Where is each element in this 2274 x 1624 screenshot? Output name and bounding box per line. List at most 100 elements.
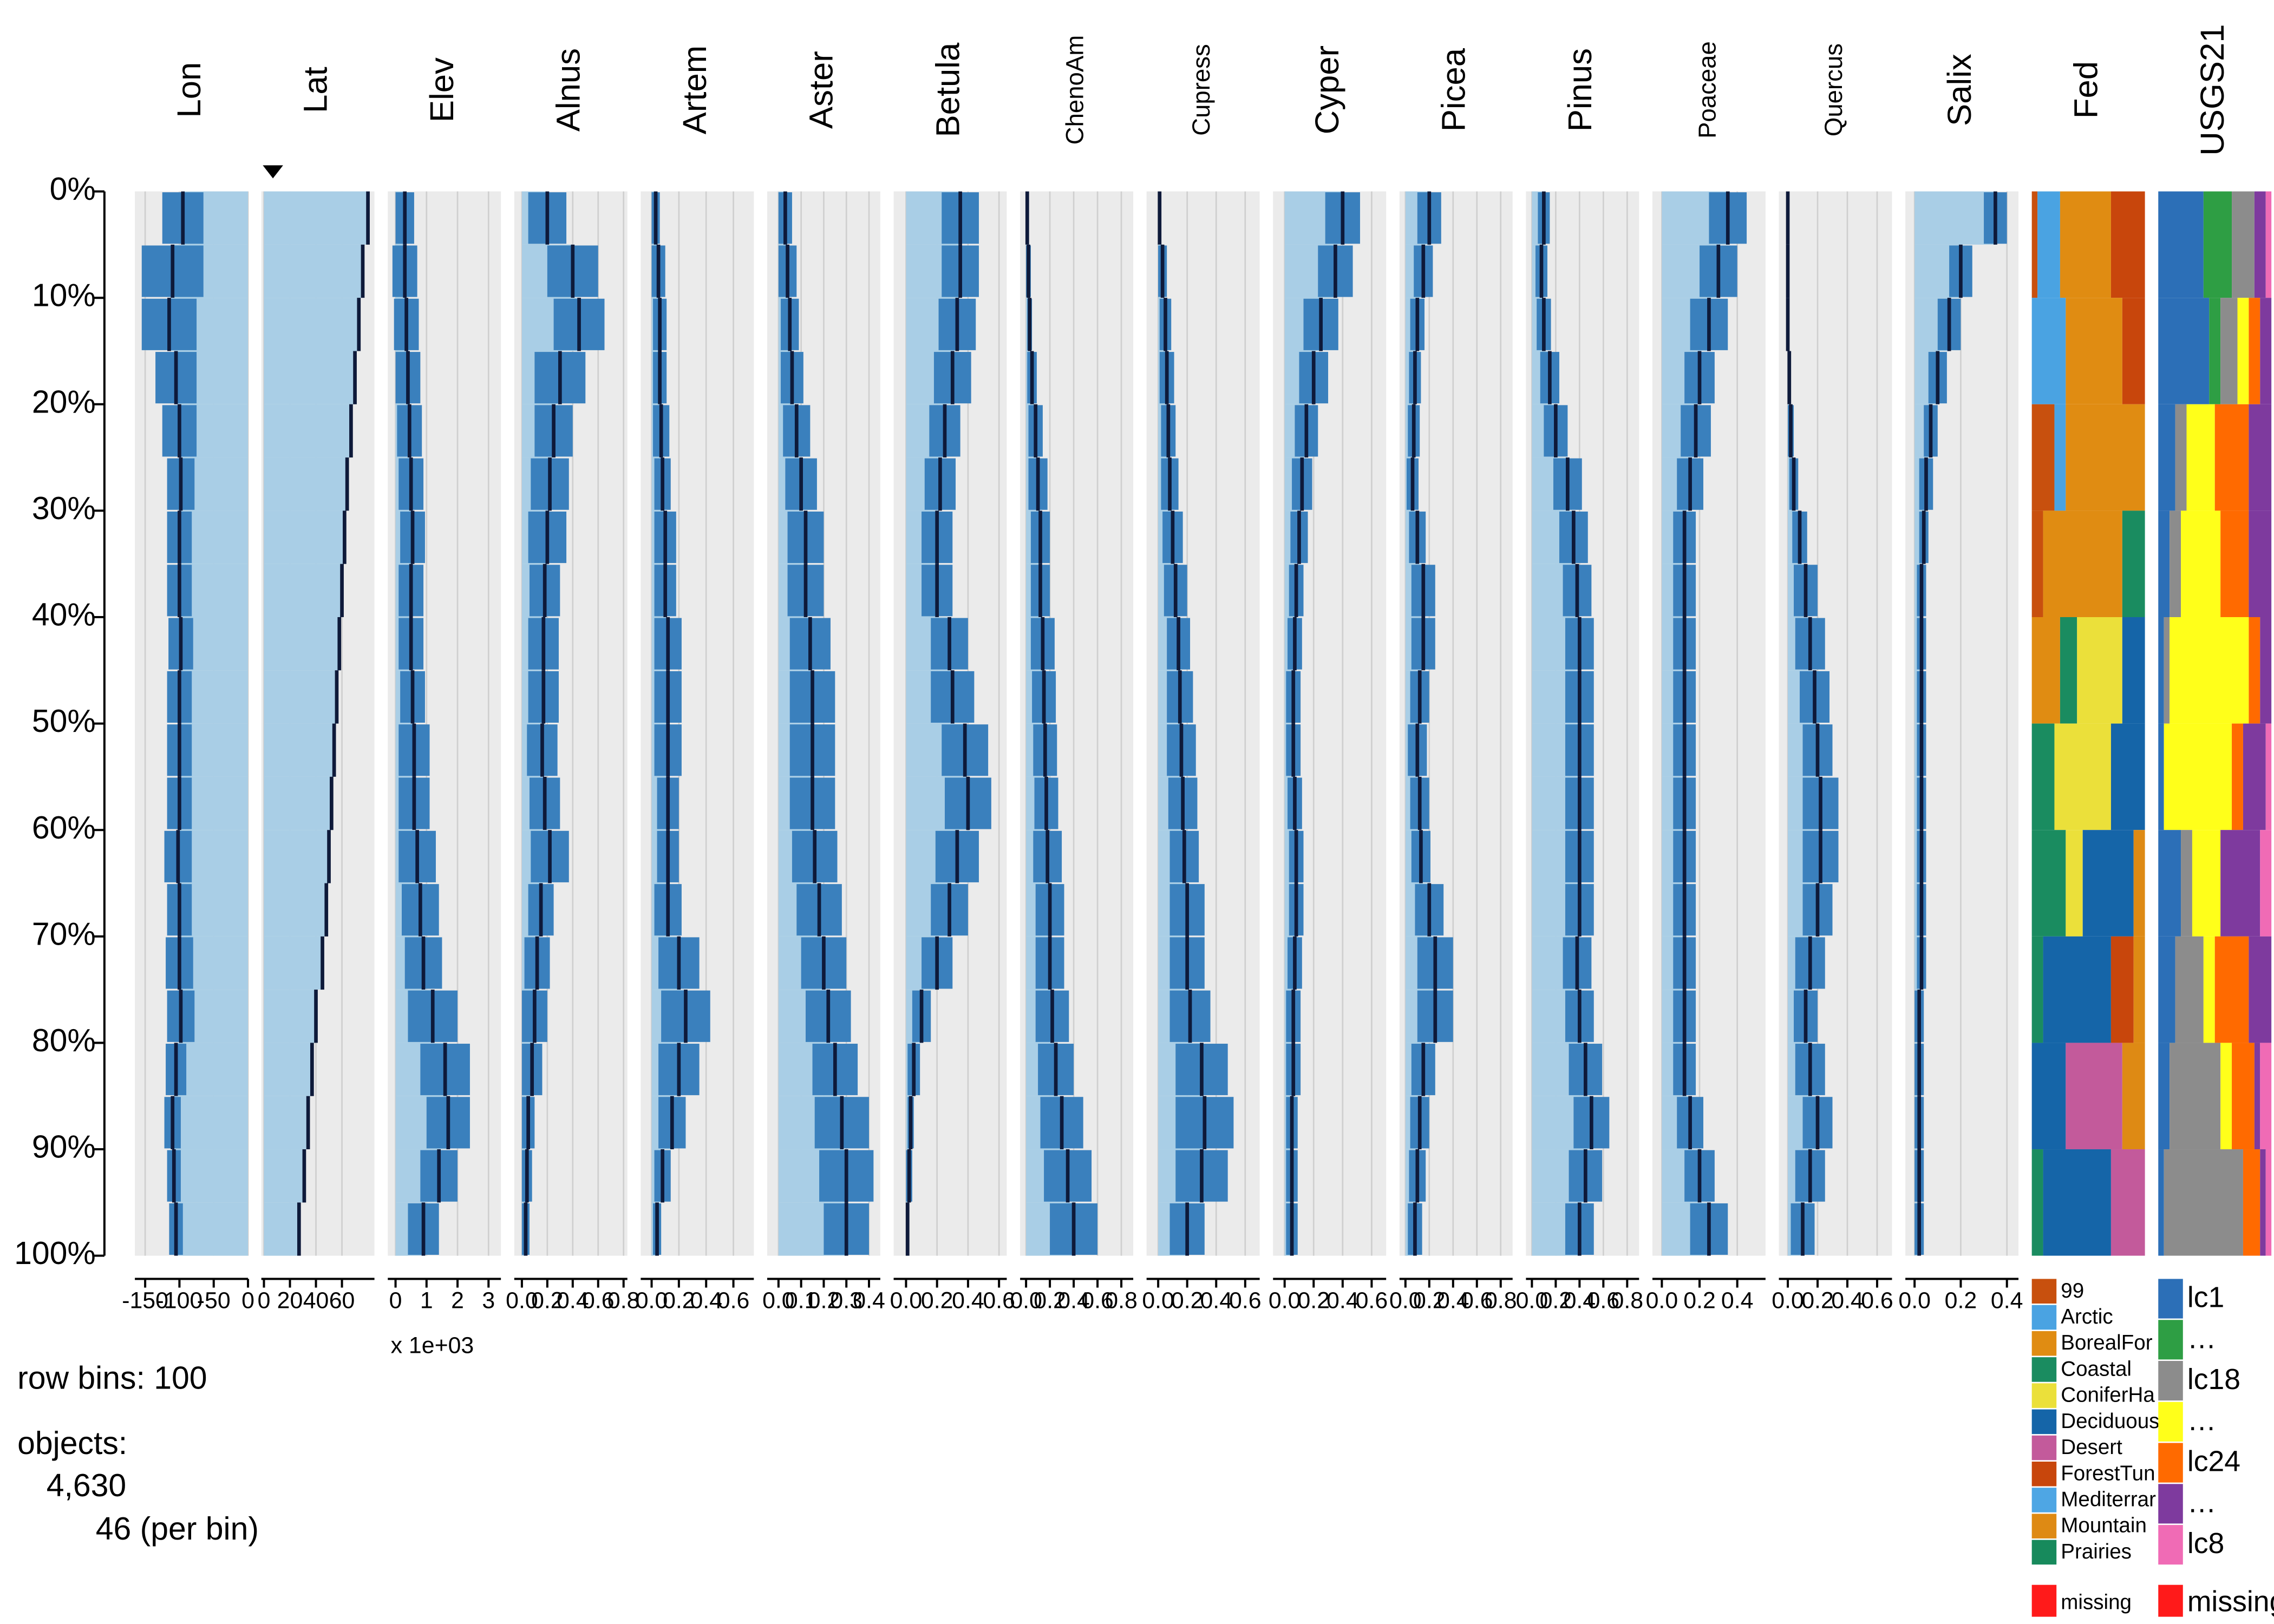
- objects-label: objects:: [17, 1426, 127, 1461]
- x-tick-label: 0.0: [636, 1288, 668, 1314]
- category-segment: [2060, 191, 2111, 298]
- legend-label: lc1: [2187, 1282, 2224, 1314]
- legend-label: 99: [2061, 1279, 2084, 1302]
- category-segment: [2260, 617, 2272, 724]
- category-segment: [2122, 617, 2145, 724]
- legend-label-missing: missing: [2187, 1586, 2274, 1618]
- legend-swatch: [2031, 1488, 2057, 1512]
- category-segment: [2232, 1043, 2255, 1150]
- legend-swatch: [2158, 1443, 2183, 1483]
- category-segment: [2170, 617, 2249, 724]
- column-header: Poaceae: [1693, 41, 1721, 139]
- mean-bar: [264, 404, 351, 458]
- x-tick-label: 0.8: [1611, 1288, 1644, 1314]
- column-header: Pinus: [1561, 48, 1599, 132]
- category-segment: [2066, 830, 2083, 937]
- category-segment: [2260, 298, 2272, 404]
- mean-bar: [264, 830, 329, 883]
- column-header: Lat: [297, 67, 334, 113]
- mean-bar: [264, 883, 326, 937]
- category-segment: [2158, 830, 2181, 937]
- x-tick-label: 0.4: [1200, 1288, 1232, 1314]
- category-segment: [2037, 191, 2060, 298]
- category-segment: [2110, 936, 2134, 1043]
- category-segment: [2066, 404, 2145, 511]
- category-segment: [2164, 1149, 2243, 1256]
- x-tick-label: 0.6: [1587, 1288, 1620, 1314]
- mean-bar: [264, 564, 342, 617]
- y-tick-label: 10%: [32, 278, 96, 313]
- x-tick-label: -150: [122, 1288, 168, 1314]
- category-segment: [2249, 617, 2260, 724]
- mean-bar: [176, 1043, 249, 1096]
- x-tick-label: 0.4: [853, 1288, 885, 1314]
- category-segment: [2170, 510, 2181, 617]
- x-tick-label: 0.2: [921, 1288, 953, 1314]
- category-segment: [2054, 723, 2111, 830]
- column-header: Aster: [803, 51, 840, 129]
- sort-indicator: [263, 165, 283, 179]
- x-tick-label: 0: [241, 1288, 254, 1314]
- category-segment: [2158, 1149, 2164, 1256]
- category-segment: [2158, 936, 2175, 1043]
- x-tick-label: 0.4: [690, 1288, 722, 1314]
- column-header: Fed: [2067, 61, 2105, 119]
- y-tick-label: 20%: [32, 384, 96, 420]
- x-tick-label: 0.6: [1081, 1288, 1114, 1314]
- category-segment: [2031, 1149, 2043, 1256]
- legend-swatch: [2031, 1409, 2057, 1435]
- legend-label: …: [2187, 1405, 2217, 1437]
- x-tick-label: 0.2: [1171, 1288, 1204, 1314]
- category-segment: [2249, 298, 2260, 404]
- category-segment: [2243, 723, 2266, 830]
- legend-label-missing: missing: [2061, 1591, 2132, 1614]
- legend-swatch-missing: [2158, 1584, 2183, 1617]
- category-segment: [2054, 404, 2066, 511]
- category-segment: [2158, 298, 2210, 404]
- column-header: Betula: [929, 42, 966, 137]
- mean-bar: [264, 723, 335, 777]
- mean-bar: [264, 1096, 309, 1150]
- y-tick-label: 70%: [32, 916, 96, 952]
- column-header: Elev: [423, 57, 461, 122]
- category-segment: [2192, 830, 2221, 937]
- mean-bar: [264, 351, 355, 404]
- legend-label: Desert: [2061, 1436, 2122, 1459]
- mean-bar: [1914, 191, 1996, 245]
- category-segment: [2031, 510, 2043, 617]
- legend-swatch: [2158, 1279, 2183, 1319]
- x-tick-label: 3: [482, 1288, 495, 1314]
- y-tick-label: 60%: [32, 810, 96, 846]
- legend-swatch: [2031, 1279, 2057, 1304]
- category-segment: [2158, 617, 2164, 724]
- x-tick-label: 0.8: [607, 1288, 640, 1314]
- category-segment: [2133, 830, 2145, 937]
- x-tick-label: 0.8: [1485, 1288, 1517, 1314]
- legend-swatch: [2031, 1305, 2057, 1330]
- x-tick-label: 0.4: [1437, 1288, 1469, 1314]
- x-tick-label: 0.2: [663, 1288, 695, 1314]
- y-tick-label: 50%: [32, 704, 96, 739]
- category-segment: [2203, 191, 2232, 298]
- category-segment: [2265, 191, 2272, 298]
- legend-label: Mountain: [2061, 1514, 2147, 1537]
- x-tick-label: 0.4: [557, 1288, 589, 1314]
- legend-swatch: [2158, 1525, 2183, 1565]
- x-tick-label: 0.0: [762, 1288, 795, 1314]
- x-tick-label: 0.6: [582, 1288, 615, 1314]
- x-tick-label: 0.4: [1831, 1288, 1864, 1314]
- x-tick-label: 2: [451, 1288, 464, 1314]
- y-tick-label: 0%: [50, 172, 96, 207]
- category-segment: [2175, 936, 2204, 1043]
- category-segment: [2214, 404, 2249, 511]
- category-segment: [2110, 1149, 2145, 1256]
- category-segment: [2164, 617, 2170, 724]
- x-tick-label: 0.8: [1105, 1288, 1138, 1314]
- column-header: Salix: [1941, 54, 1978, 126]
- column-header: Cyper: [1309, 45, 1346, 134]
- category-segment: [2232, 191, 2255, 298]
- category-segment: [2203, 936, 2215, 1043]
- x-tick-label: 0.0: [1898, 1288, 1931, 1314]
- mean-bar: [264, 510, 345, 564]
